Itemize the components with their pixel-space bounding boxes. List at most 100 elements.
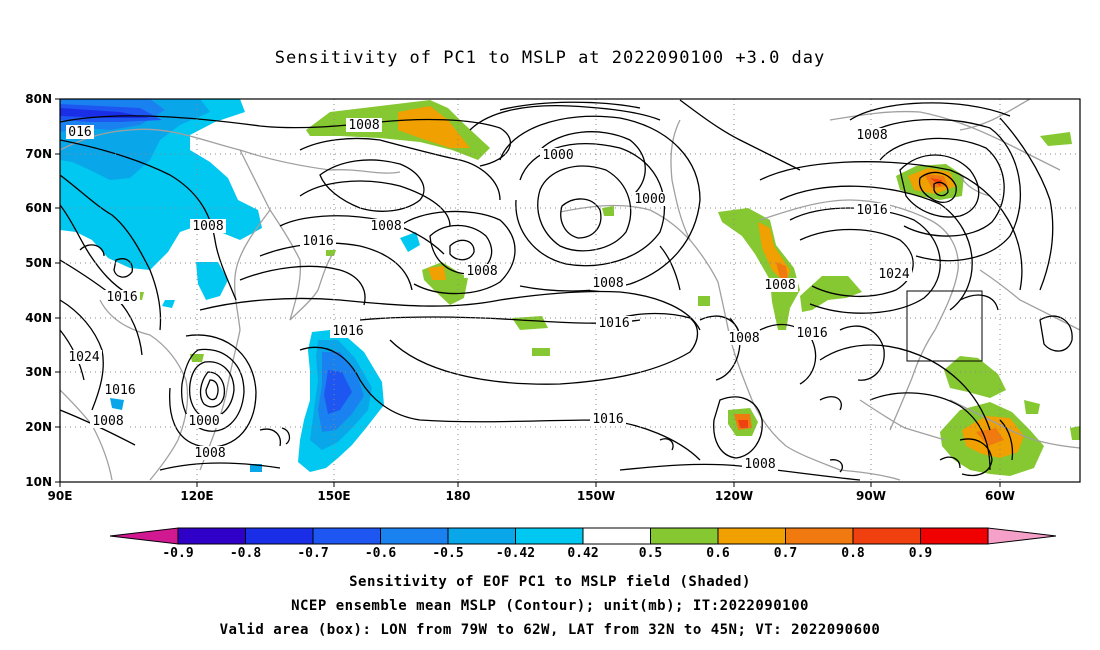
valid-area-box	[906, 290, 983, 362]
lon-label: 150E	[317, 489, 350, 503]
contour-label: 1008	[590, 276, 626, 291]
colorbar-segment	[245, 527, 314, 545]
svg-text:1000: 1000	[634, 192, 665, 207]
colorbar-segment	[852, 527, 921, 545]
lat-label: 70N	[25, 147, 52, 161]
contour-label: 1008	[368, 219, 404, 234]
svg-text:1000: 1000	[542, 148, 573, 163]
contour-label: 1000	[540, 148, 576, 163]
colorbar-segment	[515, 527, 584, 545]
svg-text:1016: 1016	[104, 383, 135, 398]
lat-label: 80N	[25, 92, 52, 106]
colorbar-label: 0.42	[567, 546, 598, 561]
contour-label: 1024	[876, 267, 912, 282]
plot-frame	[59, 98, 1081, 483]
lon-label: 90W	[856, 489, 886, 503]
colorbar-segment	[582, 527, 651, 545]
contour-label: 1008	[726, 331, 762, 346]
svg-text:1016: 1016	[332, 324, 363, 339]
lon-label: 150W	[577, 489, 615, 503]
longitude-labels: 90E 120E 150E 180 150W 120W 90W 60W	[48, 482, 1015, 503]
latitude-labels: 80N 70N 60N 50N 40N 30N 20N 10N	[25, 92, 60, 489]
svg-text:1016: 1016	[598, 316, 629, 331]
colorbar-segment	[920, 527, 989, 545]
caption-shading: Sensitivity of EOF PC1 to MSLP field (Sh…	[349, 574, 751, 590]
colorbar-segment	[650, 527, 719, 545]
colorbar-label: 0.9	[909, 546, 932, 561]
contour-label: 1008	[742, 457, 778, 472]
lat-label: 60N	[25, 201, 52, 215]
contour-label: 1008	[464, 264, 500, 279]
colorbar-label: -0.5	[432, 546, 463, 561]
colorbar-label: -0.42	[496, 546, 535, 561]
colorbar-segment	[447, 527, 516, 545]
colorbar-label: 0.7	[774, 546, 797, 561]
svg-text:1008: 1008	[192, 219, 223, 234]
contour-label: 1000	[186, 414, 222, 429]
contour-label: 1016	[854, 203, 890, 218]
contour-label: 1008	[90, 414, 126, 429]
svg-text:1024: 1024	[878, 267, 909, 282]
svg-text:1016: 1016	[856, 203, 887, 218]
colorbar-segment	[312, 527, 381, 545]
plot-title: Sensitivity of PC1 to MSLP at 2022090100…	[274, 48, 826, 68]
svg-text:1008: 1008	[728, 331, 759, 346]
caption-contour: NCEP ensemble mean MSLP (Contour); unit(…	[291, 598, 809, 614]
colorbar-segment	[785, 527, 854, 545]
caption-valid-area: Valid area (box): LON from 79W to 62W, L…	[219, 622, 881, 638]
contour-label: 1008	[854, 128, 890, 143]
contour-label: 1016	[590, 412, 626, 427]
contour-label: 1016	[300, 234, 336, 249]
contour-label: 016	[66, 125, 94, 140]
contour-label: 1016	[596, 316, 632, 331]
svg-text:1008: 1008	[92, 414, 123, 429]
lat-label: 20N	[25, 420, 52, 434]
svg-text:1016: 1016	[106, 290, 137, 305]
svg-text:1008: 1008	[194, 446, 225, 461]
svg-text:1024: 1024	[68, 350, 99, 365]
svg-text:1008: 1008	[856, 128, 887, 143]
contour-labels: 016 1008 1008 1000 1008 1016 1008 1000 1008 1016 1…	[66, 118, 912, 472]
lat-label: 40N	[25, 311, 52, 325]
colorbar-low-triangle	[109, 527, 179, 545]
svg-text:1016: 1016	[302, 234, 333, 249]
lon-label: 120W	[715, 489, 753, 503]
colorbar-label: -0.9	[162, 546, 193, 561]
svg-text:1016: 1016	[796, 326, 827, 341]
lon-label: 120E	[180, 489, 213, 503]
colorbar-label: -0.7	[297, 546, 328, 561]
contour-label: 1000	[632, 192, 668, 207]
contour-label: 1016	[104, 290, 140, 305]
svg-text:1008: 1008	[764, 278, 795, 293]
lon-label: 90E	[48, 489, 73, 503]
svg-text:1008: 1008	[348, 118, 379, 133]
contour-label: 1008	[192, 446, 228, 461]
colorbar-label: -0.6	[365, 546, 396, 561]
colorbar: -0.9 -0.8 -0.7 -0.6 -0.5 -0.42 0.42 0.5 0.6 0.7 0.…	[109, 527, 1057, 561]
colorbar-high-triangle	[987, 527, 1057, 545]
svg-text:1000: 1000	[188, 414, 219, 429]
lat-label: 10N	[25, 475, 52, 489]
colorbar-segment	[177, 527, 246, 545]
contour-label: 1016	[330, 324, 366, 339]
colorbar-label: 0.6	[706, 546, 730, 561]
contour-label: 1008	[762, 278, 798, 293]
lon-label: 60W	[985, 489, 1015, 503]
svg-text:016: 016	[68, 125, 91, 140]
svg-text:1016: 1016	[592, 412, 623, 427]
svg-text:1008: 1008	[466, 264, 497, 279]
lon-label: 180	[445, 489, 470, 503]
svg-text:1008: 1008	[370, 219, 401, 234]
svg-text:1008: 1008	[744, 457, 775, 472]
contour-label: 1024	[66, 350, 102, 365]
contour-label: 1016	[794, 326, 830, 341]
colorbar-label: 0.8	[841, 546, 865, 561]
colorbar-segment	[717, 527, 786, 545]
colorbar-segment	[380, 527, 449, 545]
contour-label: 1008	[346, 118, 382, 133]
colorbar-label: -0.8	[230, 546, 261, 561]
lat-label: 50N	[25, 256, 52, 270]
contour-label: 1008	[190, 219, 226, 234]
colorbar-label: 0.5	[639, 546, 662, 561]
